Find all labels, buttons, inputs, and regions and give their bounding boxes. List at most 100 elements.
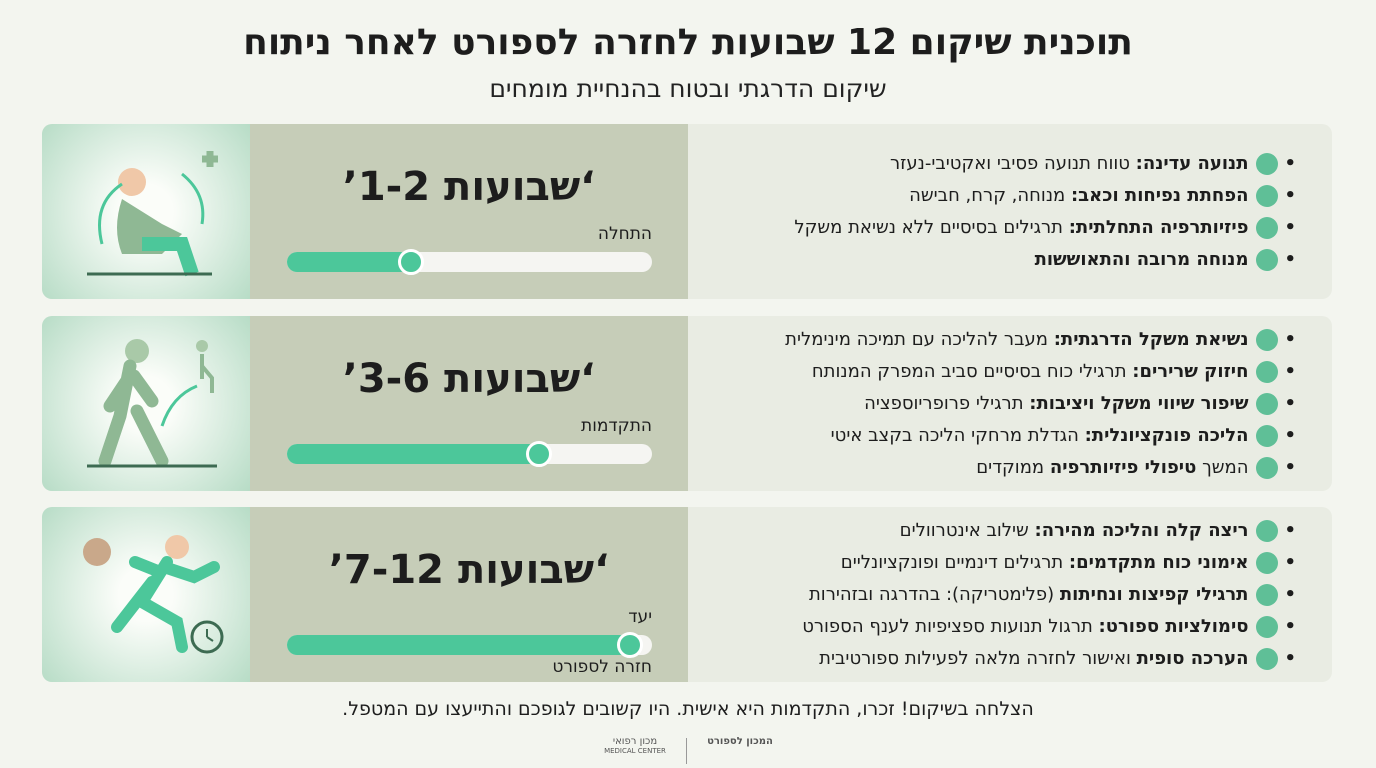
item-text: תנועה עדינה: [1135, 152, 1249, 174]
progress-knob [617, 632, 644, 658]
item-list: • תנועה עדינה: טווח תנועה פסיבי ואקטיבי-נ… [736, 148, 1296, 276]
bullet: • [1284, 216, 1296, 238]
illustration [87, 151, 218, 277]
item-icon [1256, 392, 1279, 415]
item-text: שילוב אינטרוולים [899, 519, 1035, 541]
list-item: • סימולציות ספורט: תרגול תנועות ספציפיות … [736, 611, 1296, 643]
list-item: • הליכה פונקציונלית: הגדלת מרחקי הליכה בק… [736, 420, 1296, 452]
progress-fill [287, 635, 631, 655]
bullet: • [1284, 519, 1296, 541]
item-icon [1256, 216, 1279, 239]
bullet: • [1284, 392, 1296, 414]
list-item: • הפחתת נפיחות וכאב: מנוחה, קרח, חבישה [736, 180, 1296, 212]
phase-summary: ‘שבועות 3-6’ התקדמות [250, 316, 688, 491]
bullet: • [1284, 551, 1296, 573]
item-text: שיפור שיווי משקל ויציבות: [1029, 392, 1249, 414]
bullet: • [1284, 424, 1296, 446]
item-text: ואישור לחזרה מלאה לפעילות ספורטיבית [819, 647, 1137, 669]
progress-label: התקדמות [581, 416, 652, 436]
item-icon [1256, 519, 1279, 542]
bullet: • [1284, 152, 1296, 174]
progress-track [287, 632, 652, 658]
item-text: טווח תנועה פסיבי ואקטיבי-נעזר [889, 152, 1136, 174]
list-item: • מנוחה מרובה והתאוששות [736, 244, 1296, 276]
item-text: הפחתת נפיחות וכאב: [1070, 184, 1249, 206]
item-text: טיפולי פיזיותרפיה [1049, 456, 1197, 478]
subtitle: שיקום הדרגתי ובטוח בהנחיית מומחים [489, 74, 887, 103]
phase-weeks: ‘שבועות 3-6’ [342, 356, 596, 402]
item-icon [1256, 184, 1279, 207]
item-icon [1256, 615, 1279, 638]
item-text: פיזיותרפיה התחלתית: [1068, 216, 1249, 238]
bullet: • [1284, 583, 1296, 605]
item-text: מנוחה, קרח, חבישה [909, 184, 1071, 206]
list-item: • שיפור שיווי משקל ויציבות: תרגילי פרופרי… [736, 388, 1296, 420]
progress-knob [525, 441, 552, 467]
progress-label: התחלה [597, 224, 652, 244]
list-item: • תרגילי קפיצות ונחיתות (פלימטריקה): בהדר… [736, 579, 1296, 611]
progress-end-label: חזרה לספורט [552, 657, 652, 677]
item-icon [1256, 583, 1279, 606]
item-icon [1256, 360, 1279, 383]
item-text: הערכה סופית [1136, 647, 1249, 669]
list-item: • תנועה עדינה: טווח תנועה פסיבי ואקטיבי-נ… [736, 148, 1296, 180]
progress-track [287, 249, 652, 275]
phase-illustration [42, 507, 250, 682]
progress-track [287, 441, 652, 467]
item-list: • ריצה קלה והליכה מהירה: שילוב אינטרוולים… [736, 515, 1296, 675]
list-item: • המשך טיפולי פיזיותרפיה ממוקדים [736, 452, 1296, 484]
logo: המכון לספורט [707, 736, 773, 747]
bullet: • [1284, 360, 1296, 382]
progress-fill [287, 444, 539, 464]
list-item: • אימוני כוח מתקדמים: תרגילים דינמיים ופו… [736, 547, 1296, 579]
item-text: סימולציות ספורט: [1098, 615, 1249, 637]
list-item: • חיזוק שרירים: תרגילי כוח בסיסיים סביב ה… [736, 356, 1296, 388]
item-text: ממוקדים [976, 456, 1050, 478]
item-icon [1256, 647, 1279, 670]
item-text: תרגילי כוח בסיסיים סביב המפרק המנותח [811, 360, 1133, 382]
item-icon [1256, 248, 1279, 271]
phase-illustration [42, 316, 250, 491]
list-item: • הערכה סופית ואישור לחזרה מלאה לפעילות ס… [736, 643, 1296, 675]
item-text: מעבר להליכה עם תמיכה מינימלית [785, 328, 1054, 350]
item-icon [1256, 551, 1279, 574]
item-text: מנוחה מרובה והתאוששות [1034, 248, 1249, 270]
item-text: אימוני כוח מתקדמים: [1068, 551, 1249, 573]
item-text: נשיאת משקל הדרגתית: [1053, 328, 1249, 350]
item-list: • נשיאת משקל הדרגתית: מעבר להליכה עם תמיכ… [736, 324, 1296, 484]
bullet: • [1284, 456, 1296, 478]
phase-panel: ‘שבועות 7-12’ יעד חזרה לספורט • ריצה קלה והל… [42, 507, 1332, 682]
item-text: המשך [1196, 456, 1249, 478]
phase-summary: ‘שבועות 1-2’ התחלה [250, 124, 688, 299]
logo-text: MEDICAL CENTER [604, 747, 666, 755]
list-item: • נשיאת משקל הדרגתית: מעבר להליכה עם תמיכ… [736, 324, 1296, 356]
footer-note: הצלחה בשיקום! זכרו, התקדמות היא אישית. ה… [342, 698, 1034, 720]
bullet: • [1284, 615, 1296, 637]
title: תוכנית שיקום 12 שבועות לחזרה לספורט לאחר… [243, 22, 1133, 63]
phase-panel: ‘שבועות 3-6’ התקדמות • נשיאת משקל הדרגתית: … [42, 316, 1332, 491]
item-text: הגדלת מרחקי הליכה בקצב איטי [830, 424, 1085, 446]
item-icon [1256, 328, 1279, 351]
bullet: • [1284, 647, 1296, 669]
bullet: • [1284, 248, 1296, 270]
item-text: תרגילים דינמיים ופונקציונליים [840, 551, 1069, 573]
item-text: הליכה פונקציונלית: [1084, 424, 1249, 446]
item-text: תרגילים בסיסיים ללא נשיאת משקל [794, 216, 1069, 238]
phase-weeks: ‘שבועות 1-2’ [342, 164, 596, 210]
item-text: ריצה קלה והליכה מהירה: [1034, 519, 1249, 541]
list-item: • ריצה קלה והליכה מהירה: שילוב אינטרוולים [736, 515, 1296, 547]
item-icon [1256, 152, 1279, 175]
phase-illustration [42, 124, 250, 299]
bullet: • [1284, 328, 1296, 350]
illustration [83, 535, 224, 654]
progress-fill [287, 252, 412, 272]
progress-label: יעד [628, 607, 652, 627]
item-icon [1256, 424, 1279, 447]
item-text: תרגילי פרופריוספציה [864, 392, 1030, 414]
item-text: תרגול תנועות ספציפיות לענף הספורט [802, 615, 1099, 637]
list-item: • פיזיותרפיה התחלתית: תרגילים בסיסיים ללא… [736, 212, 1296, 244]
divider [686, 738, 687, 764]
illustration [87, 339, 217, 468]
phase-panel: ‘שבועות 1-2’ התחלה • תנועה עדינה: טווח תנוע… [42, 124, 1332, 299]
